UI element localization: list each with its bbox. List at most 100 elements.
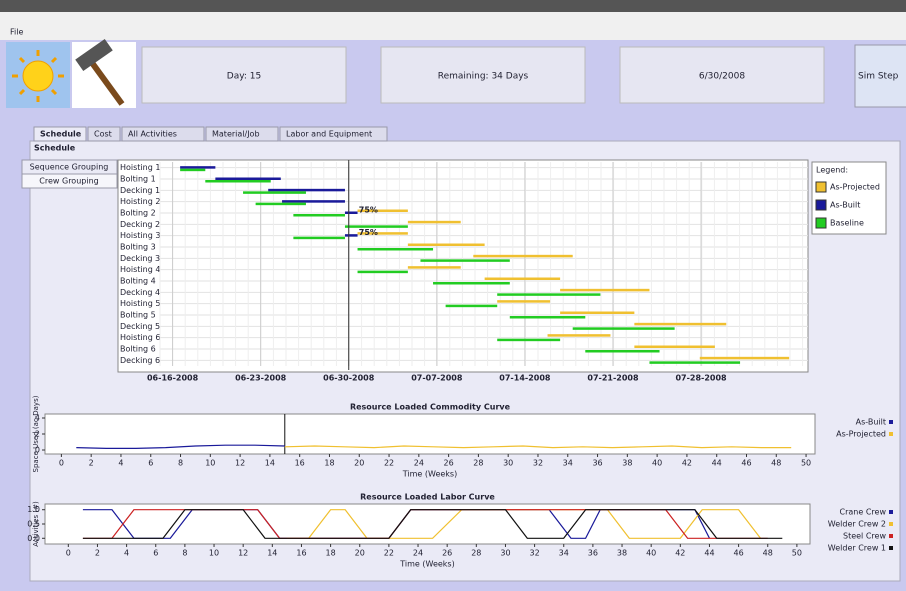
x-tick-label: 07-28-2008	[675, 374, 727, 383]
x-axis-label: Time (Weeks)	[399, 560, 454, 569]
app-window: File Day: 15 Remaining: 34 Days 6/30/200…	[0, 0, 906, 587]
x-tick-label: 50	[792, 549, 802, 558]
category-label: Hoisting 6	[120, 333, 160, 342]
x-tick-label: 32	[530, 549, 540, 558]
remaining-text: Remaining: 34 Days	[438, 72, 529, 82]
x-tick-label: 06-30-2008	[323, 374, 375, 383]
x-tick-label: 4	[124, 549, 129, 558]
x-tick-label: 28	[473, 459, 483, 468]
gantt-bar	[282, 200, 345, 203]
tab-label[interactable]: Labor and Equipment	[286, 130, 372, 139]
x-tick-label: 44	[704, 549, 714, 558]
category-label: Decking 6	[120, 356, 160, 365]
gantt-bar	[548, 334, 611, 337]
gantt-bar	[497, 339, 560, 342]
gantt-bar	[446, 305, 498, 308]
gantt-bar	[649, 361, 740, 364]
x-tick-label: 26	[444, 459, 454, 468]
x-tick-label: 0	[59, 459, 64, 468]
tab-label[interactable]: All Activities	[128, 130, 177, 139]
x-tick-label: 26	[442, 549, 452, 558]
category-label: Hoisting 4	[120, 265, 160, 274]
gantt-bar	[634, 346, 715, 349]
x-tick-label: 22	[384, 459, 394, 468]
x-tick-label: 2	[89, 459, 94, 468]
category-label: Bolting 5	[120, 311, 156, 320]
x-tick-label: 24	[413, 549, 423, 558]
x-tick-label: 6	[153, 549, 158, 558]
x-tick-label: 36	[588, 549, 598, 558]
tab-label[interactable]: Cost	[94, 130, 112, 139]
x-tick-label: 16	[295, 459, 305, 468]
x-tick-label: 06-23-2008	[235, 374, 287, 383]
gantt-bar	[497, 293, 600, 296]
legend-swatch	[889, 522, 893, 526]
legend-swatch	[816, 200, 826, 210]
tab-label[interactable]: Schedule	[40, 130, 82, 139]
gantt-bar	[256, 203, 306, 206]
gantt-bar	[180, 166, 215, 169]
side-tab-label[interactable]: Sequence Grouping	[30, 163, 109, 172]
category-label: Bolting 3	[120, 243, 156, 252]
x-tick-label: 36	[592, 459, 602, 468]
x-tick-label: 30	[500, 549, 510, 558]
title-bar	[0, 0, 906, 12]
x-tick-label: 10	[205, 459, 215, 468]
x-tick-label: 28	[471, 549, 481, 558]
day-text: Day: 15	[227, 72, 261, 82]
date-text: 6/30/2008	[699, 72, 745, 82]
x-tick-label: 50	[801, 459, 811, 468]
legend-swatch	[889, 510, 893, 514]
chart-title: Resource Loaded Commodity Curve	[350, 403, 511, 412]
x-tick-label: 10	[209, 549, 219, 558]
menu-file[interactable]: File	[10, 28, 23, 37]
x-tick-label: 18	[326, 549, 336, 558]
x-tick-label: 8	[178, 459, 183, 468]
category-label: Decking 2	[120, 220, 160, 229]
x-tick-label: 30	[503, 459, 513, 468]
gantt-bar	[408, 266, 461, 269]
category-label: Decking 1	[120, 186, 160, 195]
sun-icon	[6, 42, 70, 108]
x-tick-label: 46	[741, 459, 751, 468]
sim-step-label[interactable]: Sim Step	[858, 72, 899, 82]
legend-label: Welder Crew 2	[828, 520, 886, 529]
gantt-bar	[473, 255, 572, 257]
gantt-bar	[585, 350, 659, 353]
x-tick-label: 38	[622, 459, 632, 468]
gantt-bar	[560, 312, 634, 315]
legend-label: As-Projected	[830, 183, 880, 192]
gantt-bar	[573, 327, 675, 330]
x-tick-label: 07-21-2008	[587, 374, 639, 383]
legend-label: Baseline	[830, 219, 864, 228]
category-label: Decking 3	[120, 254, 160, 263]
annotation: 75%	[359, 206, 378, 215]
x-tick-label: 8	[182, 549, 187, 558]
legend-swatch	[889, 534, 893, 538]
x-tick-label: 07-14-2008	[499, 374, 551, 383]
x-tick-label: 34	[559, 549, 569, 558]
gantt-bar	[358, 271, 408, 274]
x-tick-label: 12	[235, 459, 245, 468]
gantt-bar	[268, 189, 345, 192]
x-tick-label: 18	[324, 459, 334, 468]
x-tick-label: 20	[354, 459, 364, 468]
legend-label: As-Projected	[836, 430, 886, 439]
legend-label: As-Built	[830, 201, 860, 210]
gantt-bar	[293, 214, 345, 217]
gantt-bar	[700, 357, 789, 360]
tab-label[interactable]: Material/Job	[212, 130, 260, 139]
chart-title: Resource Loaded Labor Curve	[360, 493, 495, 502]
x-tick-label: 48	[771, 459, 781, 468]
x-tick-label: 38	[617, 549, 627, 558]
x-tick-label: 4	[118, 459, 123, 468]
gantt-bar	[243, 191, 306, 194]
gantt-bar	[485, 278, 560, 281]
x-tick-label: 12	[238, 549, 248, 558]
x-tick-label: 40	[646, 549, 656, 558]
side-tab-label[interactable]: Crew Grouping	[39, 177, 98, 186]
x-tick-label: 42	[675, 549, 685, 558]
gantt-bar	[408, 244, 485, 247]
legend-swatch	[816, 218, 826, 228]
category-label: Decking 4	[120, 288, 160, 297]
